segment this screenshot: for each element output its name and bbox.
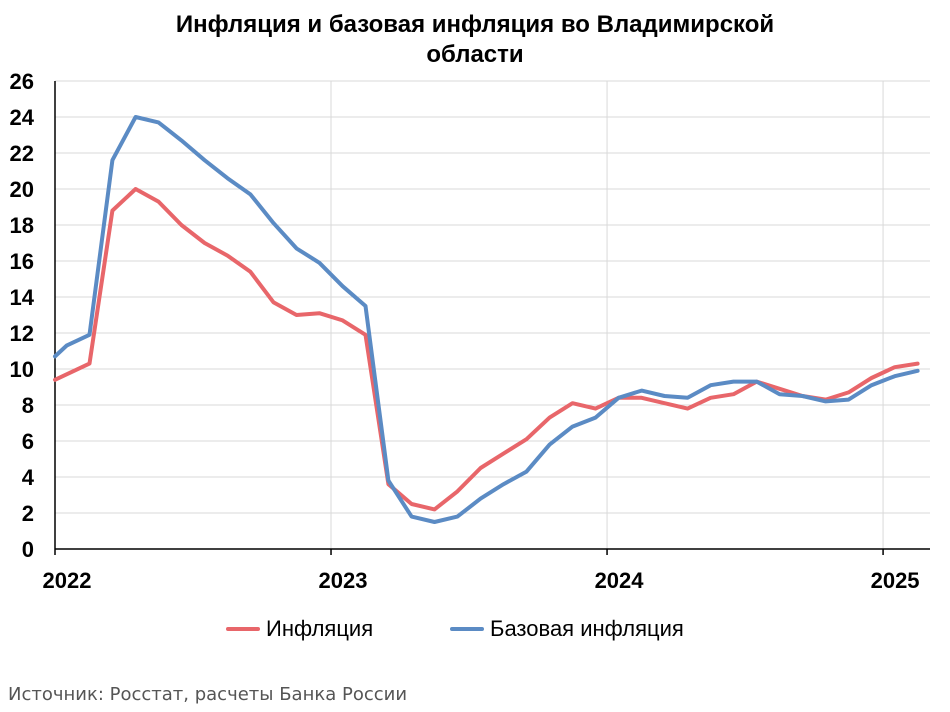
x-tick-labels: 2022 2023 2024 2025 <box>43 568 920 593</box>
series-line-core-inflation <box>53 115 920 524</box>
chart-title-line-2: области <box>426 41 524 68</box>
x-tick-label: 2023 <box>319 568 368 593</box>
grid <box>54 80 930 549</box>
legend-label-inflation: Инфляция <box>266 616 374 641</box>
legend-swatch-inflation <box>226 627 260 631</box>
y-tick-label: 2 <box>22 501 34 526</box>
legend-item-inflation: Инфляция <box>226 614 373 644</box>
axes <box>54 81 930 555</box>
x-tick-label: 2024 <box>595 568 645 593</box>
x-tick-label: 2025 <box>871 568 920 593</box>
y-tick-label: 14 <box>10 285 35 310</box>
y-tick-label: 0 <box>22 537 34 562</box>
y-tick-label: 6 <box>22 429 34 454</box>
y-tick-label: 20 <box>10 177 34 202</box>
y-tick-label: 10 <box>10 357 34 382</box>
y-tick-label: 26 <box>10 69 34 94</box>
legend-item-core-inflation: Базовая инфляция <box>450 614 684 644</box>
source-note: Источник: Росстат, расчеты Банка России <box>8 684 408 705</box>
y-tick-label: 18 <box>10 213 34 238</box>
x-tick-label: 2022 <box>43 568 92 593</box>
y-tick-label: 22 <box>10 141 34 166</box>
chart-title: Инфляция и базовая инфляция во Владимирс… <box>100 10 850 70</box>
y-tick-label: 8 <box>22 393 34 418</box>
y-tick-label: 16 <box>10 249 34 274</box>
legend-swatch-core-inflation <box>450 627 484 631</box>
chart-title-line-1: Инфляция и базовая инфляция во Владимирс… <box>175 11 775 38</box>
y-tick-label: 4 <box>22 465 35 490</box>
legend: Инфляция Базовая инфляция <box>0 614 950 644</box>
series-line-inflation <box>53 187 920 512</box>
y-tick-label: 12 <box>10 321 34 346</box>
y-tick-label: 24 <box>10 105 35 130</box>
legend-label-core-inflation: Базовая инфляция <box>490 616 684 641</box>
series-lines <box>53 115 920 524</box>
